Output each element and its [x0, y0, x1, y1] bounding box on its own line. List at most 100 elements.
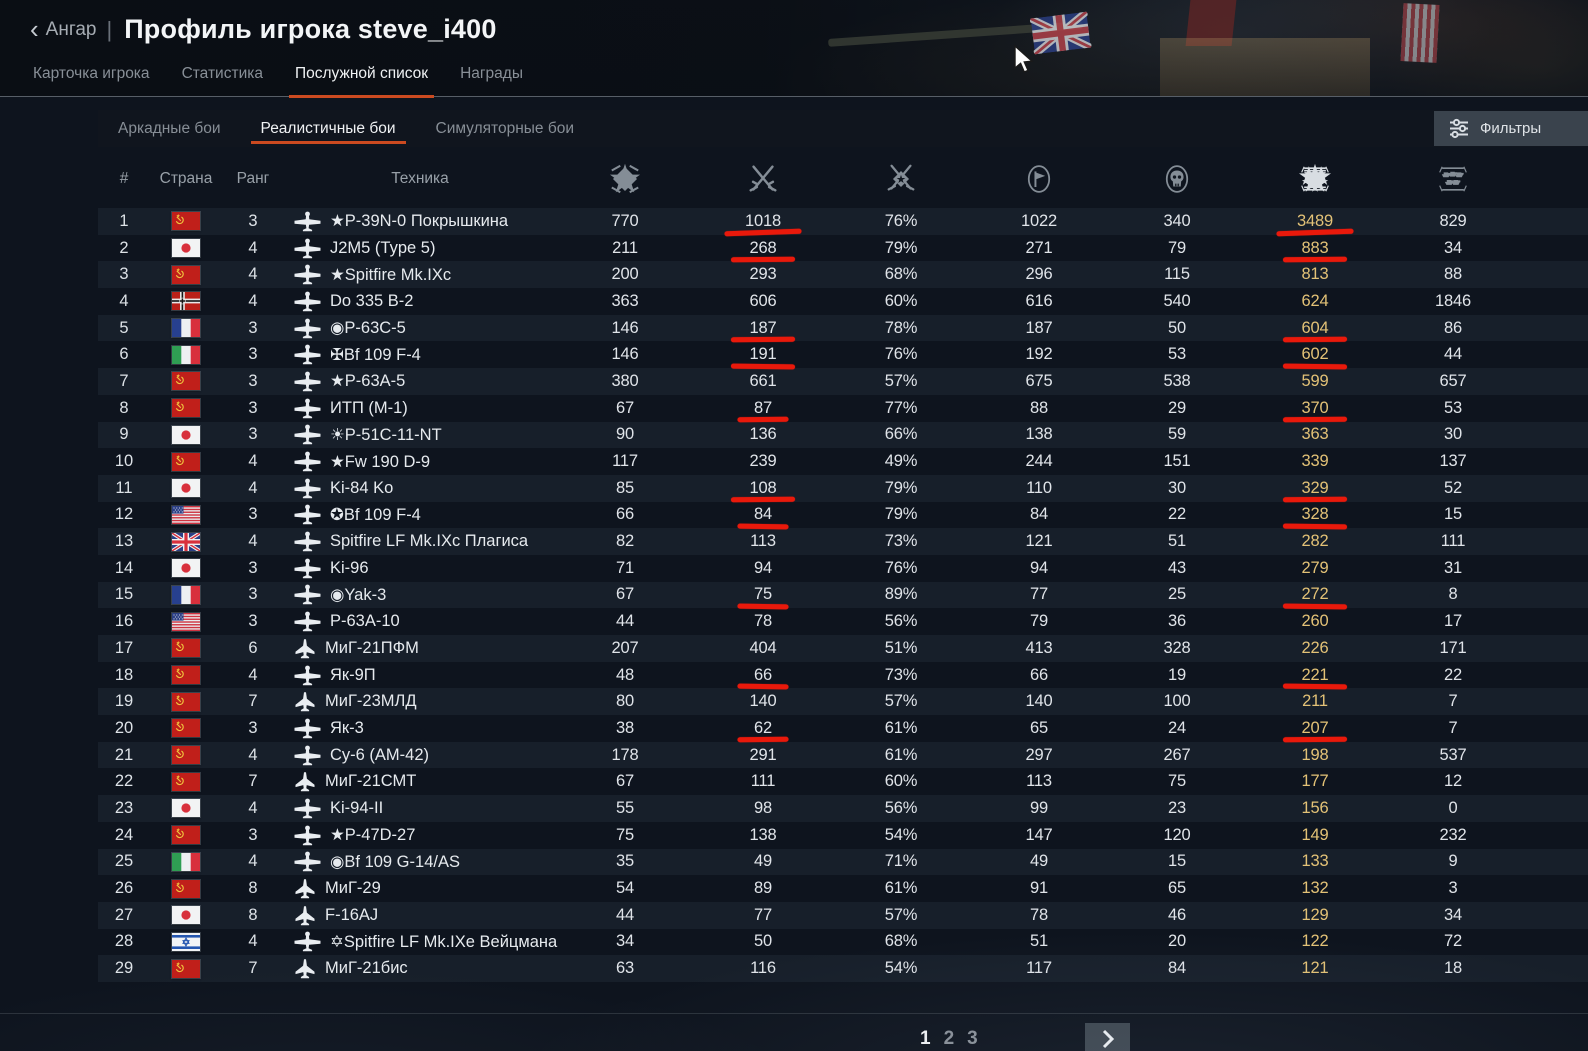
page-button-3[interactable]: 3	[967, 1028, 978, 1049]
table-row[interactable]: 16 3 P-63A-10 44 78 56% 79 36 260 17	[98, 608, 1588, 635]
ground-kills-value: 9	[1448, 852, 1458, 871]
victories-value: 98	[754, 798, 772, 817]
missions-icon[interactable]	[556, 162, 694, 196]
victories-value: 116	[750, 959, 776, 978]
winrate-value: 57%	[884, 371, 918, 390]
table-row[interactable]: 22 7 МиГ-21СМТ 67 111 60% 113 75 177 12	[98, 768, 1588, 795]
air-kills-scroll-icon[interactable]	[1246, 162, 1384, 196]
sorties-icon[interactable]	[970, 161, 1108, 197]
deaths-value: 151	[1163, 452, 1191, 471]
vehicle-name: J2M5 (Type 5)	[284, 238, 556, 259]
victories-value: 49	[754, 852, 772, 871]
table-row[interactable]: 5 3 ◉P-63C-5 146 187 78% 187 50 604 86	[98, 314, 1588, 343]
red-underline-mark	[1282, 416, 1348, 423]
tab-service-record[interactable]: Послужной список	[288, 65, 435, 98]
table-row[interactable]: 20 3 Як-3 38 62 61% 65 24 207 7	[98, 715, 1588, 743]
red-underline-mark	[1282, 603, 1348, 610]
table-row[interactable]: 29 7 МиГ-21бис 63 116 54% 117 84 121 18	[98, 955, 1588, 982]
red-underline-mark	[730, 336, 796, 343]
winrate-value: 56%	[884, 798, 918, 817]
missions-value: 75	[616, 825, 634, 844]
air-kills-value: 122	[1301, 932, 1329, 951]
deaths-value: 340	[1163, 211, 1191, 230]
us-flag-art	[1400, 3, 1440, 63]
ground-kills-value: 3	[1448, 879, 1458, 898]
title-separator: |	[106, 16, 113, 42]
japan-flag-icon	[171, 238, 201, 259]
air-kills-value: 339	[1301, 452, 1329, 471]
vehicle-name: МиГ-29	[284, 878, 556, 899]
back-button[interactable]: ‹ Ангар	[30, 16, 96, 42]
victories-value: 94	[754, 558, 772, 577]
ground-kills-value: 829	[1439, 211, 1467, 230]
sliders-icon	[1448, 117, 1470, 140]
row-number: 17	[114, 638, 134, 657]
tab-statistics[interactable]: Статистика	[181, 65, 263, 82]
tab-player-card[interactable]: Карточка игрока	[33, 65, 150, 82]
table-row[interactable]: 18 4 Як-9П 48 66 73% 66 19 221 22	[98, 662, 1588, 690]
air-kills-value: 279	[1301, 558, 1329, 577]
jet-plane-icon	[294, 958, 316, 979]
air-kills-value: 156	[1301, 798, 1329, 817]
table-row[interactable]: 8 3 ИТП (М-1) 67 87 77% 88 29 370 53	[98, 395, 1588, 423]
victories-value: 108	[694, 479, 832, 503]
table-row[interactable]: 11 4 Ki-84 Ko 85 108 79% 110 30 329 52	[98, 474, 1588, 503]
tab-achievements[interactable]: Награды	[460, 65, 523, 82]
deaths-value: 538	[1163, 371, 1191, 390]
country-flag	[150, 851, 222, 872]
ground-kills-value: 88	[1444, 265, 1462, 284]
page-button-1[interactable]: 1	[920, 1028, 931, 1049]
table-row[interactable]: 14 3 Ki-96 71 94 76% 94 43 279 31	[98, 555, 1588, 582]
japan-flag-icon	[171, 798, 201, 819]
sorties-value: 79	[1030, 612, 1048, 631]
table-row[interactable]: 10 4 ★Fw 190 D-9 117 239 49% 244 151 339 137	[98, 448, 1588, 475]
prop-plane-icon	[294, 665, 321, 686]
victories-value: 1018	[694, 212, 832, 237]
table-row[interactable]: 21 4 Су-6 (АМ-42) 178 291 61% 297 267 198 537	[98, 741, 1588, 769]
country-flag	[150, 905, 222, 926]
red-underline-mark	[1282, 336, 1348, 343]
table-row[interactable]: 25 4 ◉Bf 109 G-14/AS 35 49 71% 49 15 133 9	[98, 848, 1588, 876]
filters-button[interactable]: Фильтры	[1434, 111, 1588, 146]
air-victories-icon[interactable]	[694, 162, 832, 196]
red-underline-mark	[730, 363, 796, 370]
table-row[interactable]: 1 3 ★P-39N-0 Покрышкина 770 1018 76% 1022 340…	[98, 208, 1588, 237]
tank-barrel-art	[828, 21, 1083, 47]
table-row[interactable]: 13 4 Spitfire LF Mk.IXc Плагиса 82 113 73% 1…	[98, 528, 1588, 555]
subtab-simulator[interactable]: Симуляторные бои	[435, 119, 574, 137]
table-row[interactable]: 4 4 Do 335 B-2 363 606 60% 616 540 624 1846	[98, 288, 1588, 315]
table-row[interactable]: 17 6 МиГ-21ПФМ 207 404 51% 413 328 226 171	[98, 635, 1588, 662]
country-flag	[150, 665, 222, 686]
air-kills-value: 177	[1301, 772, 1329, 791]
table-row[interactable]: 9 3 ☀P-51C-11-NT 90 136 66% 138 59 363 30	[98, 421, 1588, 449]
table-row[interactable]: 3 4 ★Spitfire Mk.IXc 200 293 68% 296 115 813 88	[98, 261, 1588, 289]
winrate-value: 68%	[884, 265, 918, 284]
table-row[interactable]: 28 4 ✡Spitfire LF Mk.IXe Вейцмана 34 50 68%…	[98, 929, 1588, 956]
table-row[interactable]: 26 8 МиГ-29 54 89 61% 91 65 132 3	[98, 875, 1588, 902]
table-row[interactable]: 15 3 ◉Yak-3 67 75 89% 77 25 272 8	[98, 581, 1588, 610]
next-page-button[interactable]	[1085, 1023, 1130, 1051]
deaths-icon[interactable]	[1108, 161, 1246, 197]
table-row[interactable]: 2 4 J2M5 (Type 5) 211 268 79% 271 79 883 34	[98, 235, 1588, 263]
vehicle-name: ★P-63A-5	[284, 371, 556, 392]
winrate-icon[interactable]	[832, 162, 970, 196]
table-row[interactable]: 24 3 ★P-47D-27 75 138 54% 147 120 149 232	[98, 822, 1588, 849]
ground-kills-scroll-icon[interactable]	[1384, 162, 1522, 196]
prop-plane-icon	[294, 931, 321, 952]
sorties-value: 77	[1030, 585, 1048, 604]
table-row[interactable]: 27 8 F-16AJ 44 77 57% 78 46 129 34	[98, 901, 1588, 929]
air-kills-value: 198	[1301, 745, 1329, 764]
vehicle-rank: 3	[248, 825, 258, 844]
subtab-realistic[interactable]: Реалистичные бои	[250, 111, 406, 147]
table-row[interactable]: 6 3 ✠Bf 109 F-4 146 191 76% 192 53 602 44	[98, 341, 1588, 370]
table-row[interactable]: 7 3 ★P-63A-5 380 661 57% 675 538 599 657	[98, 368, 1588, 395]
victories-value: 62	[694, 719, 832, 743]
subtab-arcade[interactable]: Аркадные бои	[118, 119, 221, 137]
page-button-2[interactable]: 2	[943, 1028, 955, 1049]
table-row[interactable]: 23 4 Ki-94-II 55 98 56% 99 23 156 0	[98, 795, 1588, 822]
prop-plane-icon	[294, 478, 321, 499]
air-kills-value: 260	[1301, 612, 1329, 631]
deaths-value: 75	[1168, 772, 1186, 791]
table-row[interactable]: 12 3 ✪Bf 109 F-4 66 84 79% 84 22 328 15	[98, 502, 1588, 530]
table-row[interactable]: 19 7 МиГ-23МЛД 80 140 57% 140 100 211 7	[98, 688, 1588, 716]
